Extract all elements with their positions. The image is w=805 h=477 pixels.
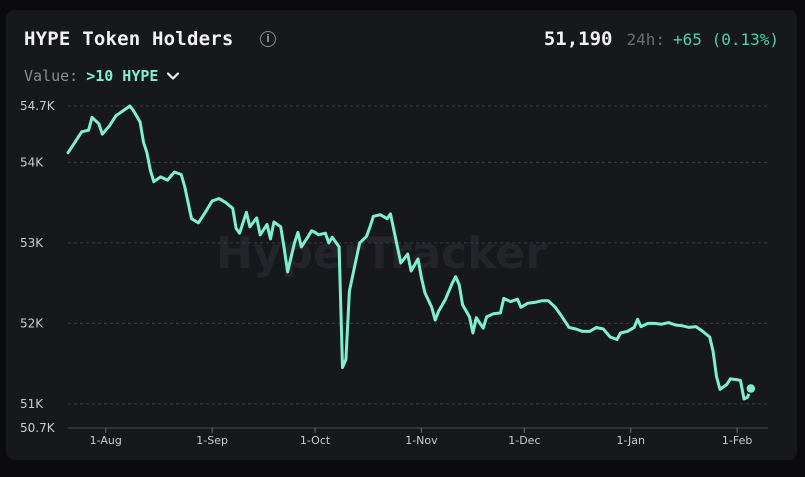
- x-tick-label: 1-Oct: [300, 434, 331, 447]
- x-tick-label: 1-Nov: [405, 434, 438, 447]
- holder-count: 51,190: [543, 28, 613, 50]
- stats: 51,190 24h: +65 (0.13%): [544, 28, 779, 50]
- filter-label: Value:: [24, 67, 79, 85]
- y-tick-label: 54K: [20, 155, 44, 169]
- filter-value[interactable]: >10 HYPE: [86, 67, 159, 85]
- x-tick-label: 1-Feb: [722, 434, 752, 447]
- y-tick-label: 50.7K: [20, 421, 56, 435]
- y-tick-label: 51K: [20, 397, 44, 411]
- change-value: +65 (0.13%): [673, 30, 779, 49]
- change-label: 24h:: [626, 30, 666, 49]
- watermark: HyperTracker: [216, 228, 547, 279]
- y-tick-label: 52K: [20, 316, 44, 330]
- x-tick-label: 1-Aug: [90, 434, 122, 447]
- y-tick-label: 54.7K: [20, 99, 56, 113]
- grid: [68, 105, 768, 429]
- chevron-down-icon[interactable]: [166, 69, 180, 83]
- x-axis-ticks: 1-Aug 1-Sep 1-Oct 1-Nov 1-Dec 1-Jan 1-Feb: [90, 428, 752, 447]
- x-tick-label: 1-Jan: [616, 434, 645, 447]
- latest-point: [745, 382, 757, 395]
- chart-card: HyperTracker 54.7K 54K 53K 52K 51K 50.7K 1-Au…: [6, 10, 797, 460]
- y-axis-ticks: 54.7K 54K 53K 52K 51K 50.7K: [20, 99, 56, 435]
- line-chart: HyperTracker 54.7K 54K 53K 52K 51K 50.7K 1-Au…: [20, 99, 768, 447]
- value-filter[interactable]: Value: >10 HYPE: [24, 65, 180, 87]
- info-icon[interactable]: i: [260, 31, 276, 47]
- series-layer: [66, 104, 757, 401]
- header: HYPE Token Holders i 51,190 24h: +65 (0.…: [24, 28, 779, 56]
- chart-title: HYPE Token Holders: [24, 28, 234, 50]
- series-line: [66, 104, 753, 401]
- watermark-text: HyperTracker: [216, 228, 547, 279]
- x-tick-label: 1-Dec: [508, 434, 540, 447]
- x-tick-label: 1-Sep: [196, 434, 228, 447]
- y-tick-label: 53K: [20, 236, 44, 250]
